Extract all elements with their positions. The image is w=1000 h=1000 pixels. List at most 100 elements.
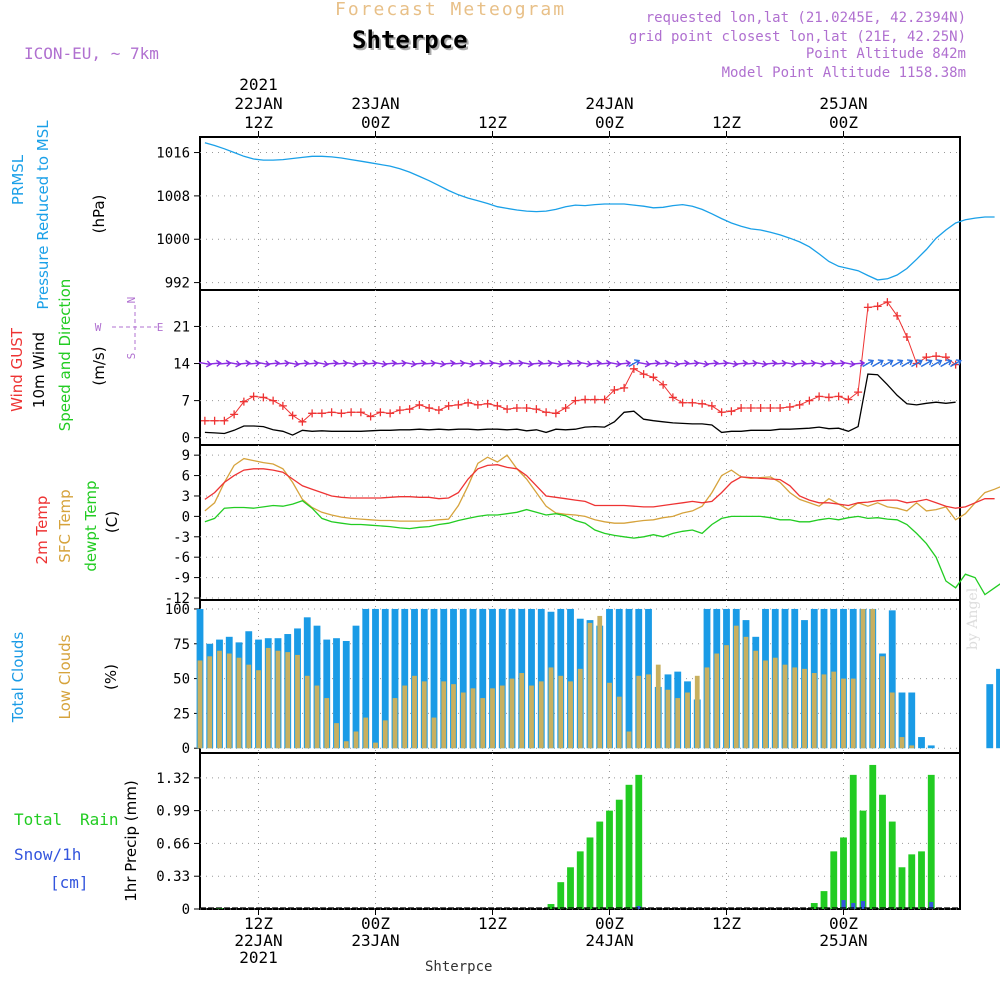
wind-arrow-shape <box>452 359 466 367</box>
low-cloud-bar <box>353 731 359 749</box>
gust-marker <box>425 404 434 413</box>
low-cloud-bar <box>334 723 339 749</box>
wind-arrow <box>247 359 261 367</box>
wind-arrow <box>510 359 525 367</box>
low-cloud-bar <box>402 685 408 749</box>
low-cloud-bar <box>899 737 905 749</box>
wind-arrow-shape <box>510 359 525 367</box>
wind-arrow <box>735 359 749 367</box>
label-sfc-temp: SFC Temp <box>56 489 74 562</box>
gust-marker <box>434 406 443 415</box>
wind-arrow <box>364 359 378 367</box>
wind-arrow <box>559 359 573 367</box>
rain-bar <box>869 764 877 909</box>
gust-marker <box>785 402 794 411</box>
label-total: Total <box>14 810 62 829</box>
wind-arrow-shape <box>325 359 339 367</box>
label-snow: Snow/1h <box>14 845 81 864</box>
total-cloud-bar <box>401 608 409 749</box>
time-label-top: 24JAN <box>585 94 633 113</box>
gust-marker <box>327 408 336 417</box>
total-cloud-bar <box>567 608 574 749</box>
y-tick-label-precip: 0.33 <box>156 869 190 885</box>
low-cloud-bar <box>665 689 671 749</box>
gust-marker <box>717 408 726 417</box>
panel-frame-pressure <box>199 136 961 291</box>
wind-arrow-shape <box>540 359 554 367</box>
y-tick-label-temperature: -12 <box>165 591 190 607</box>
time-label-top: 00Z <box>595 113 624 132</box>
total-cloud-bar <box>625 608 633 749</box>
low-cloud-bar <box>460 692 466 749</box>
wind-arrow-shape <box>881 359 894 368</box>
rain-bar <box>625 784 633 909</box>
rain-bar <box>567 867 574 909</box>
gust-marker <box>347 408 356 417</box>
label-prmsl: PRMSL <box>9 154 27 205</box>
gust-marker <box>532 405 541 414</box>
low-cloud-bar <box>363 717 369 749</box>
location-name: Shterpce <box>352 26 468 54</box>
wind-arrow <box>901 359 914 368</box>
y-tick-label-clouds: 100 <box>165 602 190 618</box>
label-percent: (%) <box>102 664 120 690</box>
wind-arrow <box>481 359 495 367</box>
label-pressure-msl: Pressure Reduced to MSL <box>34 120 52 310</box>
y-tick-label-temperature: -9 <box>173 571 190 587</box>
gust-marker <box>649 373 658 382</box>
low-cloud-bar <box>236 657 242 749</box>
y-tick-label-precip: 0.66 <box>156 836 190 852</box>
snow-bar <box>841 900 846 909</box>
y-tick-label-wind: 14 <box>173 357 190 373</box>
label-low-clouds: Low Clouds <box>56 634 74 719</box>
total-cloud-bar <box>479 608 487 749</box>
y-tick-label-temperature: -3 <box>173 530 190 546</box>
total-cloud-bar <box>459 608 467 749</box>
low-cloud-bar <box>558 675 564 749</box>
wind-arrow <box>501 359 515 367</box>
time-label-top: 12Z <box>244 113 273 132</box>
gust-marker <box>824 393 833 402</box>
wind-arrow <box>862 359 875 368</box>
wind-arrow <box>744 359 759 367</box>
y-tick-label-clouds: 25 <box>173 706 190 722</box>
low-cloud-bar <box>256 670 261 749</box>
low-cloud-bar <box>470 688 476 749</box>
rain-bar <box>927 774 935 909</box>
gust-marker <box>610 386 619 395</box>
wind-arrow-shape <box>705 359 720 367</box>
wind-arrow <box>803 359 817 367</box>
gust-marker <box>590 395 599 404</box>
gust-marker <box>298 417 307 426</box>
wind-arrow <box>208 359 222 367</box>
wind-arrow-shape <box>793 359 807 367</box>
rain-bar <box>879 794 886 909</box>
total-cloud-bar <box>918 737 925 749</box>
wind-arrow-shape <box>588 359 603 367</box>
total-cloud-bar <box>489 608 496 749</box>
wind-arrow-shape <box>764 359 778 367</box>
wind-arrow <box>423 359 437 367</box>
low-cloud-bar <box>304 675 310 749</box>
low-cloud-bar <box>792 667 798 749</box>
low-cloud-bar <box>860 608 866 749</box>
gust-marker <box>727 407 736 416</box>
wind-arrow-shape <box>559 359 573 367</box>
compass-e: E <box>157 321 164 334</box>
gust-marker <box>415 400 424 409</box>
total-cloud-bar <box>908 692 916 749</box>
wind-arrow-shape <box>306 359 320 367</box>
wind-arrow <box>628 359 641 368</box>
gust-marker <box>483 399 492 408</box>
snow-bar <box>860 901 866 909</box>
wind-arrow <box>822 359 837 367</box>
wind-arrow <box>618 359 632 367</box>
wind-10m-line <box>204 373 956 436</box>
rain-bar <box>810 903 818 909</box>
time-label-bottom: 24JAN <box>585 931 633 950</box>
gust-marker <box>512 404 521 413</box>
wind-arrow <box>911 359 923 368</box>
wind-arrow-shape <box>628 359 641 368</box>
y-tick-label-wind: 0 <box>182 431 190 447</box>
low-cloud-bar <box>616 696 622 749</box>
